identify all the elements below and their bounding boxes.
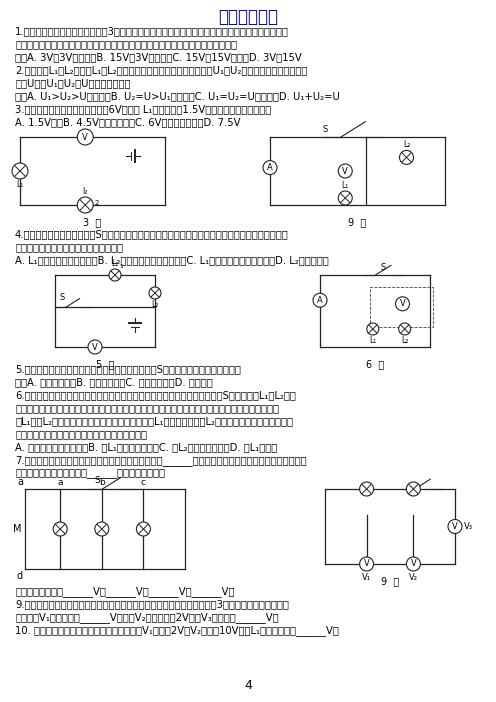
Text: 如果用备用电源代替，需要______个备用电源并联。: 如果用备用电源代替，需要______个备用电源并联。 (15, 468, 165, 478)
Circle shape (360, 557, 373, 571)
Text: 4.　如图所示的电路，当开关S闭合后，两表均有示数，过一会儿电压表的示数突然变小，电流表示数: 4. 如图所示的电路，当开关S闭合后，两表均有示数，过一会儿电压表的示数突然变小… (15, 229, 289, 239)
Circle shape (77, 129, 93, 145)
Text: 5.　如图所示的电路中，电源电压保持不变，当开关S闭合时，电压表示数将（　）: 5. 如图所示的电路中，电源电压保持不变，当开关S闭合时，电压表示数将（ ） (15, 364, 241, 374)
Text: 7.　一个小机器工作时，要使电源两端电压不变，需要______节干电池串联起来。如果用备用电源代替，: 7. 一个小机器工作时，要使电源两端电压不变，需要______节干电池串联起来。… (15, 455, 307, 466)
Text: S: S (94, 476, 100, 485)
Text: V: V (411, 559, 416, 569)
Circle shape (338, 191, 352, 205)
Text: S: S (322, 125, 328, 134)
Text: L₁: L₁ (112, 259, 119, 268)
Text: A: A (317, 296, 323, 305)
Text: V: V (342, 166, 348, 176)
Text: 闭合后，V₁表的示数为______V，测得V₂表的示数为2V，则V₃表的应为______V。: 闭合后，V₁表的示数为______V，测得V₂表的示数为2V，则V₃表的应为__… (15, 612, 279, 623)
Circle shape (399, 323, 411, 335)
Text: 灯L₁、灯L₂两端测量电压，测量结果：电流表、灯L₁两端无电压，灯L₂两端有电压，由此小红找出了: 灯L₁、灯L₂两端测量电压，测量结果：电流表、灯L₁两端无电压，灯L₂两端有电压… (15, 416, 293, 426)
Circle shape (136, 522, 150, 536)
Text: S: S (380, 263, 386, 272)
Text: 6.　小红同学在探究串联电路中电流规律的实验中，按图接好电路，闭合开关S后，发现灯L₁、L₂都不: 6. 小红同学在探究串联电路中电流规律的实验中，按图接好电路，闭合开关S后，发现… (15, 390, 296, 400)
Text: 3.　如图所示的电路，电源电压为6V，电灯 L₁上的电压为1.5V，则电压表的示数（　）: 3. 如图所示的电路，电源电压为6V，电灯 L₁上的电压为1.5V，则电压表的示… (15, 104, 271, 114)
Bar (370, 287, 434, 327)
Text: A. 3V，3V　　　　B. 15V，3V　　　　C. 15V，15V　　　D. 3V，15V: A. 3V，3V B. 15V，3V C. 15V，15V D. 3V，15V (15, 52, 302, 62)
Text: M: M (12, 524, 21, 534)
Text: 单个灯泡两端的电压和两个灯泡串联起来的总电压，电压表的量程应分别使用（　）: 单个灯泡两端的电压和两个灯泡串联起来的总电压，电压表的量程应分别使用（ ） (15, 39, 237, 49)
Text: 2: 2 (94, 200, 99, 206)
Text: V: V (452, 522, 458, 531)
Text: L₁: L₁ (16, 180, 24, 189)
Text: L₂: L₂ (151, 300, 159, 309)
Circle shape (109, 269, 121, 281)
Text: 2.　小灯泡L₁与L₂串联，L₁比L₂亮，用电压表测得两灯的电压分别是U₁和U₂，测得串联电路两端的电: 2. 小灯泡L₁与L₂串联，L₁比L₂亮，用电压表测得两灯的电压分别是U₁和U₂… (15, 65, 308, 75)
Text: V: V (82, 133, 88, 142)
Circle shape (77, 197, 93, 213)
Text: 《巩固练习》: 《巩固练习》 (218, 8, 278, 26)
Text: 压为U，则U₁、U₂和U的关系是（　）: 压为U，则U₁、U₂和U的关系是（ ） (15, 78, 130, 88)
Text: A. 电流表断路了　　　　B. 灯L₁断路了　　　　C. 灯L₂断路了　　　　D. 灯L₁短路了: A. 电流表断路了 B. 灯L₁断路了 C. 灯L₂断路了 D. 灯L₁短路了 (15, 442, 277, 452)
Circle shape (149, 287, 161, 299)
Circle shape (406, 482, 421, 496)
Text: 3  题: 3 题 (83, 217, 102, 227)
Circle shape (399, 150, 414, 164)
Text: 压表的示数分别是______V，______V，______V，______V。: 压表的示数分别是______V，______V，______V，______V。 (15, 586, 235, 597)
Text: 9  题: 9 题 (381, 576, 399, 586)
Text: V₃: V₃ (464, 522, 473, 531)
Circle shape (395, 297, 410, 311)
Text: 1.　把两个相同的灯泡串联接到〔3节干电池串联成的电池组中，现要用学校实验室的电压表分别测量: 1. 把两个相同的灯泡串联接到〔3节干电池串联成的电池组中，现要用学校实验室的电… (15, 26, 289, 36)
Text: A. U₁>U₂>U　　　　B. U₂=U>U₁　　　　C. U₁=U₂=U　　　　D. U₁+U₂=U: A. U₁>U₂>U B. U₂=U>U₁ C. U₁=U₂=U D. U₁+U… (15, 91, 340, 101)
Text: V₁: V₁ (362, 573, 371, 582)
Text: L₁: L₁ (369, 336, 376, 345)
Text: a: a (17, 477, 23, 487)
Text: 1: 1 (119, 265, 123, 270)
Text: S: S (60, 293, 65, 303)
Text: 电路发生故障的原因，则电路的故障可能是（　）: 电路发生故障的原因，则电路的故障可能是（ ） (15, 429, 147, 439)
Text: d: d (17, 571, 23, 581)
Circle shape (53, 522, 67, 536)
Text: a: a (58, 478, 63, 487)
Text: V: V (400, 299, 405, 308)
Text: 9  题: 9 题 (348, 217, 367, 227)
Text: V₂: V₂ (409, 573, 418, 582)
Text: A. L₁灯短路　　　　　　　B. L₂灯短路　　　　　　　　C. L₁灯灯丝断开　　　　　　D. L₂灯灯丝断开: A. L₁灯短路 B. L₂灯短路 C. L₁灯灯丝断开 D. L₂灯灯丝断开 (15, 255, 329, 265)
Text: 4: 4 (244, 679, 252, 692)
Text: V: V (92, 343, 98, 352)
Text: 6  题: 6 题 (366, 359, 384, 369)
Circle shape (12, 163, 28, 179)
Text: V: V (364, 559, 370, 569)
Text: 突然变大，下列故障判断可能的是（　）: 突然变大，下列故障判断可能的是（ ） (15, 242, 123, 252)
Text: 9.　某同学组装了如图所示的电路来探究串联电路的电压规律，已知电源为3节新的干电池，则当开关: 9. 某同学组装了如图所示的电路来探究串联电路的电压规律，已知电源为3节新的干电… (15, 599, 289, 609)
Circle shape (263, 161, 277, 175)
Text: L₂: L₂ (401, 336, 408, 345)
Text: L₂: L₂ (403, 140, 410, 150)
Circle shape (313, 293, 327, 307)
Text: l₂: l₂ (82, 187, 88, 196)
Circle shape (338, 164, 352, 178)
Text: c: c (141, 478, 146, 487)
Circle shape (448, 519, 462, 534)
Text: b: b (99, 478, 105, 487)
Text: L₁: L₁ (342, 181, 349, 190)
Circle shape (406, 557, 421, 571)
Text: 10. 如图所示的电路中，开关闭合后，电压表V₁示数为2V，V₂示数为10V，则L₁两端的电压为______V。: 10. 如图所示的电路中，开关闭合后，电压表V₁示数为2V，V₂示数为10V，则… (15, 625, 339, 636)
Text: 5  题: 5 题 (96, 359, 114, 369)
Text: A. 1.5V　　B. 4.5V　　　　　　C. 6V　　　　　　　D. 7.5V: A. 1.5V B. 4.5V C. 6V D. 7.5V (15, 117, 241, 127)
Circle shape (367, 323, 379, 335)
Circle shape (360, 482, 373, 496)
Text: A: A (267, 163, 273, 172)
Circle shape (95, 522, 109, 536)
Circle shape (88, 340, 102, 354)
Text: A. 变大　　　　B. 变小　　　　C. 不变　　　　D. 无法判断: A. 变大 B. 变小 C. 不变 D. 无法判断 (15, 377, 213, 387)
Text: 发光，电流表示数为零，是哪里发生了故障呢？他思考了一下，然后用一个电压表分别接到电流表、: 发光，电流表示数为零，是哪里发生了故障呢？他思考了一下，然后用一个电压表分别接到… (15, 403, 279, 413)
